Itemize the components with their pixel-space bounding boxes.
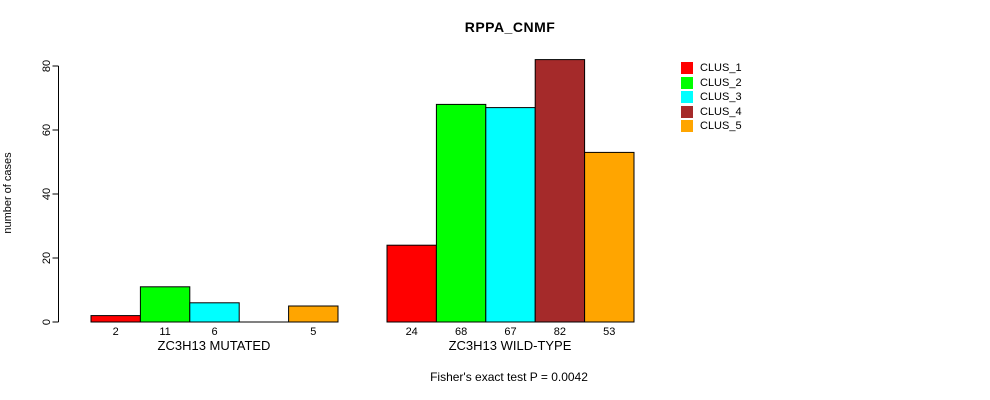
bar-value-label: 68 — [455, 326, 467, 338]
legend-swatch-clus_5 — [681, 120, 693, 132]
fisher-test-annotation: Fisher's exact test P = 0.0042 — [430, 370, 588, 384]
legend-row-clus_3: CLUS_3 — [681, 90, 742, 104]
bar-clus_1-group1 — [386, 244, 437, 323]
y-tick-label: 80 — [41, 60, 53, 72]
y-tick-label: 60 — [41, 124, 53, 136]
bar-value-label: 11 — [159, 326, 170, 338]
y-tick-label: 40 — [41, 188, 53, 200]
bar-clus_2-group1 — [435, 103, 487, 323]
bar-clus_1-group0 — [90, 315, 141, 323]
bar-clus_2-group0 — [139, 286, 191, 323]
legend-swatch-clus_3 — [681, 91, 693, 103]
bar-value-label: 2 — [113, 326, 119, 338]
legend-swatch-clus_2 — [681, 76, 693, 89]
legend-row-clus_2: CLUS_2 — [681, 76, 742, 90]
legend-label: CLUS_1 — [700, 62, 742, 74]
legend-label: CLUS_4 — [700, 105, 742, 118]
legend-row-clus_1: CLUS_1 — [681, 61, 742, 75]
x-group-label-wildtype: ZC3H13 WILD-TYPE — [448, 338, 572, 353]
bar-clus_3-group1 — [485, 107, 536, 323]
legend-label: CLUS_2 — [700, 76, 742, 89]
legend-label: CLUS_5 — [700, 120, 742, 132]
bar-clus_3-group0 — [189, 302, 240, 323]
bar-value-label: 6 — [211, 326, 217, 338]
legend-label: CLUS_3 — [700, 91, 742, 103]
legend-swatch-clus_4 — [681, 105, 693, 118]
chart-title: RPPA_CNMF — [464, 19, 556, 35]
legend-row-clus_5: CLUS_5 — [681, 119, 742, 133]
bar-value-label: 67 — [504, 326, 516, 338]
bar-clus_5-group1 — [584, 151, 635, 323]
bar-clus_4-group1 — [534, 59, 586, 323]
y-tick-label: 0 — [41, 319, 53, 325]
bar-value-label: 53 — [603, 326, 615, 338]
legend-swatch-clus_1 — [681, 62, 693, 74]
bar-value-label: 5 — [310, 326, 316, 338]
bar-value-label: 24 — [406, 326, 418, 338]
bar-clus_5-group0 — [288, 305, 339, 323]
bar-value-label: 82 — [554, 326, 566, 338]
legend-row-clus_4: CLUS_4 — [681, 105, 742, 119]
y-axis-label: number of cases — [2, 152, 14, 234]
y-tick-label: 20 — [41, 252, 53, 264]
x-group-label-mutated: ZC3H13 MUTATED — [157, 338, 271, 353]
legend: CLUS_1 CLUS_2 CLUS_3 CLUS_4 CLUS_5 — [681, 61, 742, 134]
